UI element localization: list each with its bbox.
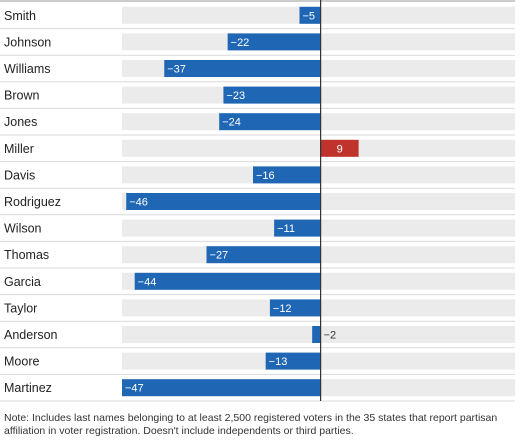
category-label: Brown — [4, 89, 39, 103]
category-label: Smith — [4, 9, 36, 23]
category-label: Williams — [4, 62, 51, 76]
bar — [265, 352, 321, 370]
category-label: Taylor — [4, 301, 37, 315]
bar — [134, 272, 321, 290]
category-label: Martinez — [4, 381, 52, 395]
category-label: Rodriguez — [4, 195, 61, 209]
category-label: Anderson — [4, 328, 58, 342]
data-label: −23 — [226, 90, 245, 102]
bar — [274, 219, 321, 237]
data-label: −16 — [256, 170, 275, 182]
footnote: Note: Includes last names belonging to a… — [4, 412, 498, 437]
data-label: −37 — [167, 64, 186, 76]
bar — [223, 86, 321, 104]
data-label: −44 — [138, 276, 157, 288]
data-label: −22 — [231, 37, 250, 49]
data-label: −27 — [210, 250, 229, 262]
bar — [219, 113, 321, 131]
data-label: −46 — [129, 197, 148, 209]
data-label: −11 — [277, 223, 295, 235]
category-label: Wilson — [4, 222, 42, 236]
category-label: Jones — [4, 115, 37, 129]
data-label: −47 — [125, 383, 144, 395]
data-label: −24 — [222, 117, 241, 129]
data-label: −2 — [324, 330, 337, 342]
bar — [122, 379, 321, 397]
category-label: Miller — [4, 142, 34, 156]
bar — [227, 33, 321, 51]
category-label: Garcia — [4, 275, 41, 289]
bar — [320, 139, 359, 157]
bar — [299, 6, 321, 24]
data-label: −12 — [273, 303, 292, 315]
bar — [269, 299, 321, 317]
category-label: Thomas — [4, 248, 49, 262]
bar — [312, 326, 321, 343]
bar — [206, 246, 321, 264]
bar — [126, 193, 321, 210]
bar — [164, 60, 321, 77]
bar — [253, 166, 321, 184]
category-label: Johnson — [4, 35, 51, 49]
data-label: 9 — [337, 143, 343, 155]
bar-track — [122, 139, 515, 157]
data-label: −13 — [269, 356, 288, 368]
category-label: Moore — [4, 355, 39, 369]
category-label: Davis — [4, 168, 35, 182]
data-label: −5 — [302, 10, 315, 22]
bar-chart: Smith −5 Johnson −22 Williams −37 Brown −23 Jone… — [0, 0, 515, 402]
